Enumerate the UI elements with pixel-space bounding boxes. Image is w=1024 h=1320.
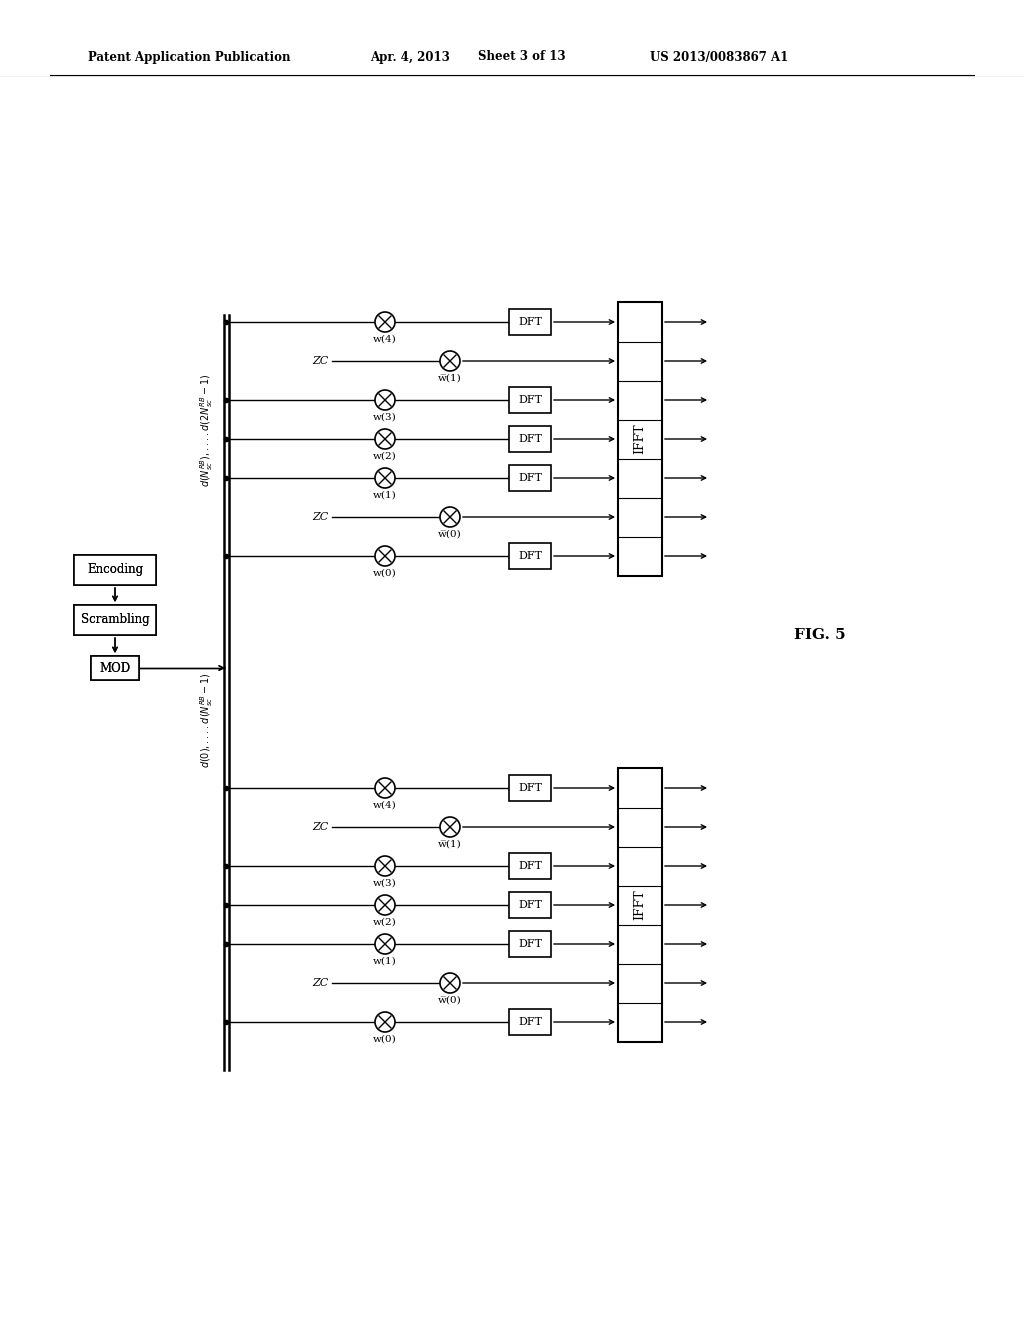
Circle shape (375, 429, 395, 449)
Circle shape (440, 507, 460, 527)
Bar (509, 853, 551, 879)
Text: w(1): w(1) (373, 957, 397, 965)
Text: ZC: ZC (312, 512, 328, 521)
Text: DFT: DFT (518, 317, 542, 327)
Text: w̅(0): w̅(0) (438, 529, 462, 539)
Text: ZC: ZC (312, 356, 328, 366)
Text: US 2013/0083867 A1: US 2013/0083867 A1 (650, 50, 788, 63)
Bar (91, 656, 139, 680)
Circle shape (375, 546, 395, 566)
Circle shape (440, 973, 460, 993)
Text: DFT: DFT (518, 1016, 542, 1027)
Bar (509, 931, 551, 957)
Text: w̅(0): w̅(0) (438, 995, 462, 1005)
Bar (509, 1008, 551, 1035)
Bar (509, 387, 551, 413)
Circle shape (375, 855, 395, 876)
Circle shape (375, 1012, 395, 1032)
Text: w(4): w(4) (373, 334, 397, 343)
Text: w(4): w(4) (373, 800, 397, 809)
Text: DFT: DFT (518, 939, 542, 949)
Text: Sheet 3 of 13: Sheet 3 of 13 (478, 50, 565, 63)
Circle shape (440, 817, 460, 837)
Text: w(3): w(3) (373, 412, 397, 421)
Text: $d(N_{sc}^{RB}),....d(2N_{sc}^{RB}-1)$: $d(N_{sc}^{RB}),....d(2N_{sc}^{RB}-1)$ (199, 374, 215, 487)
Text: w̅(1): w̅(1) (438, 374, 462, 383)
Text: DFT: DFT (518, 395, 542, 405)
Text: MOD: MOD (99, 661, 131, 675)
Text: Patent Application Publication: Patent Application Publication (88, 50, 291, 63)
Text: DFT: DFT (518, 783, 542, 793)
Circle shape (375, 777, 395, 799)
Text: w(1): w(1) (373, 491, 397, 499)
Text: $d(0),....d(N_{sc}^{RB}-1)$: $d(0),....d(N_{sc}^{RB}-1)$ (199, 672, 215, 768)
Bar (91, 656, 139, 680)
Text: w(3): w(3) (373, 879, 397, 887)
Text: ZC: ZC (312, 978, 328, 987)
Text: FIG. 5: FIG. 5 (795, 628, 846, 642)
Text: Scrambling: Scrambling (81, 614, 150, 627)
Text: ZC: ZC (312, 822, 328, 832)
Text: Scrambling: Scrambling (81, 614, 150, 627)
Bar (74, 605, 156, 635)
Text: Encoding: Encoding (87, 564, 143, 577)
Text: DFT: DFT (518, 434, 542, 444)
Text: Apr. 4, 2013: Apr. 4, 2013 (370, 50, 450, 63)
Circle shape (375, 389, 395, 411)
Text: DFT: DFT (518, 900, 542, 909)
Text: Apr. 4, 2013: Apr. 4, 2013 (370, 54, 450, 66)
Text: Patent Application Publication: Patent Application Publication (88, 50, 291, 63)
Bar (618, 302, 662, 576)
Bar (74, 605, 156, 635)
Bar (509, 426, 551, 451)
Text: IFFT: IFFT (634, 424, 646, 454)
Circle shape (440, 351, 460, 371)
Circle shape (375, 312, 395, 333)
Bar (74, 554, 156, 585)
Text: MOD: MOD (99, 661, 131, 675)
Text: DFT: DFT (518, 473, 542, 483)
Text: Encoding: Encoding (87, 564, 143, 577)
Bar (509, 892, 551, 917)
Text: US 2013/0083867 A1: US 2013/0083867 A1 (650, 54, 788, 66)
Bar (509, 543, 551, 569)
Text: DFT: DFT (518, 861, 542, 871)
Circle shape (375, 935, 395, 954)
Text: Sheet 3 of 13: Sheet 3 of 13 (478, 50, 565, 63)
Bar (509, 309, 551, 335)
Text: Patent Application Publication: Patent Application Publication (88, 54, 291, 66)
Bar (509, 465, 551, 491)
Text: IFFT: IFFT (634, 890, 646, 920)
Text: w(0): w(0) (373, 1035, 397, 1044)
Text: US 2013/0083867 A1: US 2013/0083867 A1 (650, 50, 788, 63)
Text: w(0): w(0) (373, 569, 397, 578)
Bar (74, 554, 156, 585)
Text: DFT: DFT (518, 550, 542, 561)
Bar (618, 768, 662, 1041)
Circle shape (375, 895, 395, 915)
Text: Sheet 3 of 13: Sheet 3 of 13 (478, 54, 565, 66)
Bar (509, 775, 551, 801)
Text: w(2): w(2) (373, 451, 397, 461)
Text: Apr. 4, 2013: Apr. 4, 2013 (370, 50, 450, 63)
Text: w(2): w(2) (373, 917, 397, 927)
Text: w̅(1): w̅(1) (438, 840, 462, 849)
Circle shape (375, 469, 395, 488)
